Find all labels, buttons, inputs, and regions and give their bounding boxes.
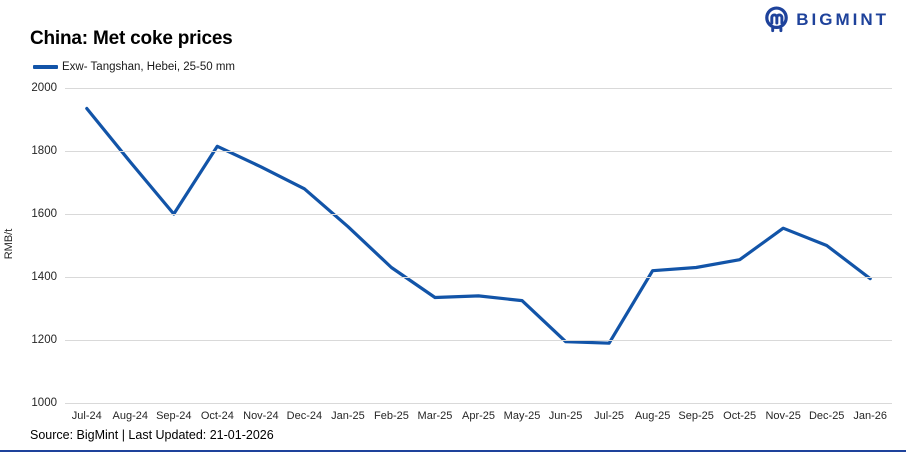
- x-axis-tick-label: Feb-25: [374, 410, 409, 422]
- y-axis-tick-label: 1200: [31, 334, 57, 346]
- gridline: [65, 277, 892, 278]
- x-axis-tick-label: Jan-26: [853, 410, 888, 422]
- x-axis-tick-label: Apr-25: [461, 410, 496, 422]
- legend: Exw- Tangshan, Hebei, 25-50 mm: [33, 60, 235, 74]
- gridline: [65, 340, 892, 341]
- x-axis-tick-label: Mar-25: [417, 410, 453, 422]
- x-axis-tick-label: Jul-25: [594, 410, 625, 422]
- x-axis-tick-label: Oct-24: [200, 410, 234, 422]
- y-axis-tick-label: 2000: [31, 82, 57, 94]
- gridline: [65, 403, 892, 404]
- x-axis-tick-label: Jun-25: [548, 410, 583, 422]
- x-axis-tick-label: Jul-24: [71, 410, 102, 422]
- x-axis-tick-label: Dec-24: [286, 410, 323, 422]
- source-note: Source: BigMint | Last Updated: 21-01-20…: [30, 428, 274, 442]
- x-axis-tick-label: Jan-25: [331, 410, 365, 422]
- gridline: [65, 214, 892, 215]
- bigmint-logo-text: BIGMINT: [796, 9, 889, 29]
- x-axis-tick-label: Oct-25: [723, 410, 757, 422]
- x-axis-tick-label: Nov-24: [243, 410, 279, 422]
- legend-series-label: Exw- Tangshan, Hebei, 25-50 mm: [62, 61, 236, 73]
- legend-line-swatch: [33, 65, 58, 69]
- y-axis-tick-label: 1000: [31, 397, 57, 409]
- x-axis-tick-label: May-25: [503, 410, 541, 422]
- bottom-accent-rule: [0, 450, 906, 452]
- gridline: [65, 151, 892, 152]
- x-axis-tick-label: Nov-25: [765, 410, 801, 422]
- x-axis-tick-label: Aug-24: [112, 410, 149, 422]
- x-axis-tick-label: Sep-24: [156, 410, 192, 422]
- chart-title: China: Met coke prices: [30, 28, 233, 49]
- y-axis-tick-label: 1600: [31, 208, 57, 220]
- x-axis-tick-label: Sep-25: [678, 410, 714, 422]
- y-axis-tick-label: 1800: [31, 145, 57, 157]
- gridline: [65, 88, 892, 89]
- price-series-line: [85, 106, 872, 345]
- bigmint-logo: BIGMINT: [763, 6, 889, 33]
- y-axis-tick-label: 1400: [31, 271, 57, 283]
- x-axis-tick-label: Dec-25: [808, 410, 845, 422]
- line-chart: [85, 106, 872, 345]
- x-axis-tick-label: Aug-25: [634, 410, 671, 422]
- bigmint-logo-icon: [765, 6, 789, 33]
